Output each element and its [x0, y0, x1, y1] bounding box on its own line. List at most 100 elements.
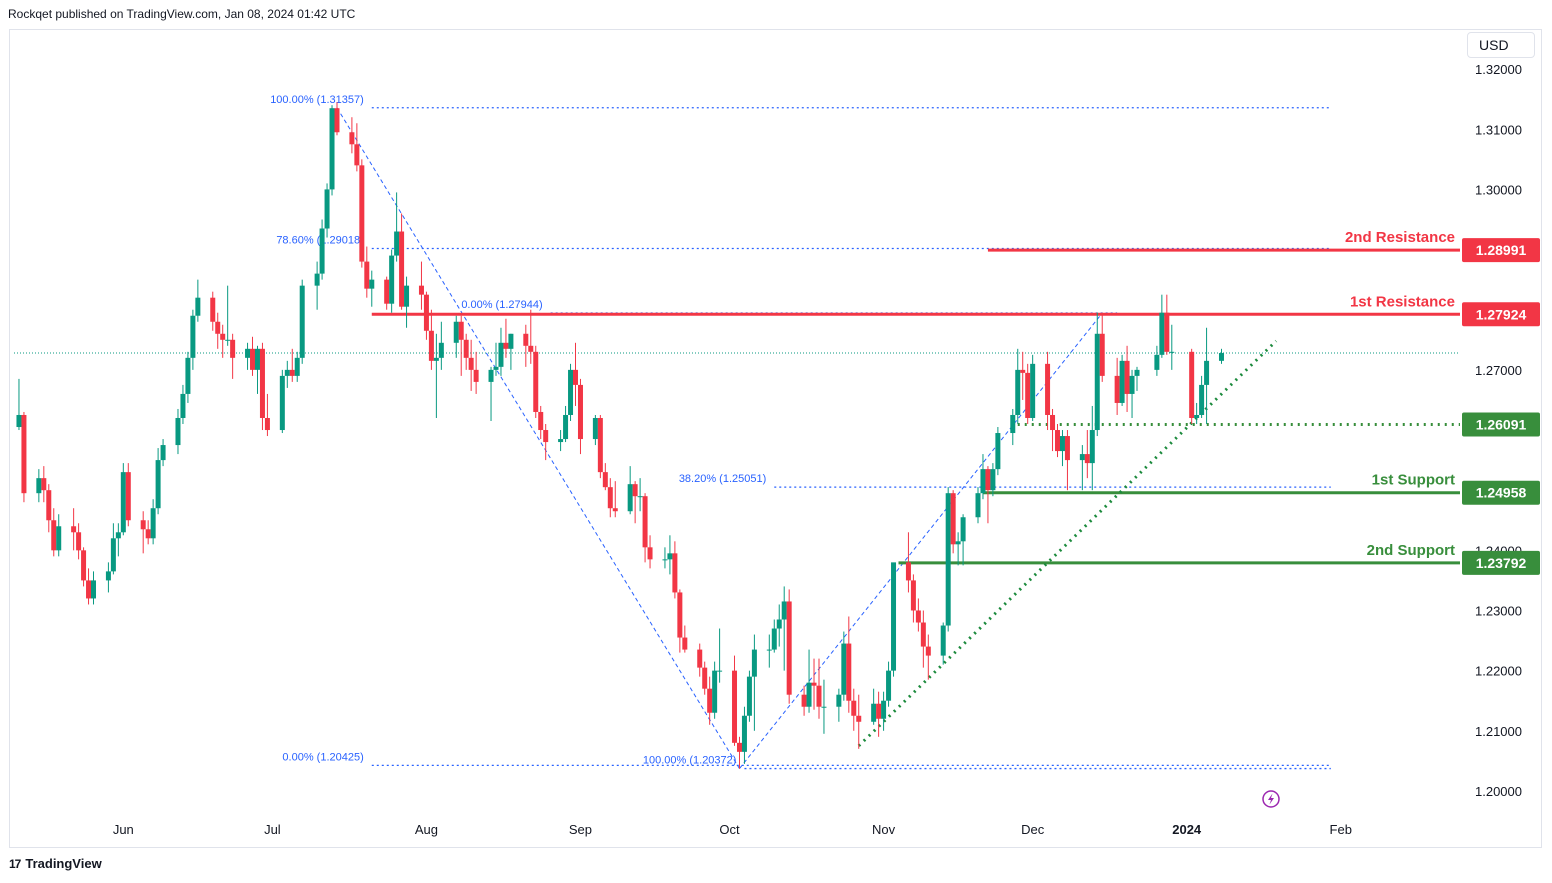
candle-body	[125, 472, 131, 521]
candle-body	[1194, 414, 1200, 418]
chart-pane[interactable]	[9, 29, 1542, 848]
y-tick-label: 1.22000	[1475, 664, 1522, 679]
y-tick-label: 1.32000	[1475, 62, 1522, 77]
candle-body	[105, 571, 111, 581]
price-tag-label: 1.28991	[1476, 242, 1527, 258]
candle-body	[558, 439, 564, 443]
candle-body	[493, 366, 499, 370]
candle-body	[925, 646, 931, 656]
y-tick-label: 1.23000	[1475, 603, 1522, 618]
candle-body	[51, 520, 57, 551]
axis-layer: 1.320001.310001.300001.270001.240001.230…	[113, 62, 1522, 837]
candle-body	[86, 580, 92, 599]
candle-body	[1169, 351, 1175, 353]
candle-body	[910, 580, 916, 611]
ascending-trendline	[857, 339, 1278, 747]
candle-body	[836, 694, 842, 707]
price-tag-label: 1.23792	[1476, 555, 1527, 571]
x-tick-label: Feb	[1330, 822, 1352, 837]
x-tick-label: Oct	[719, 822, 740, 837]
candle-body	[736, 742, 742, 752]
candle-body	[697, 649, 703, 668]
y-tick-label: 1.31000	[1475, 122, 1522, 137]
candle-body	[468, 357, 474, 370]
candle-body	[215, 321, 221, 334]
candle-body	[458, 321, 464, 340]
candle-body	[1089, 430, 1095, 464]
candle-body	[91, 580, 97, 599]
candle-body	[846, 643, 852, 701]
candle-body	[498, 342, 504, 367]
candle-body	[841, 643, 847, 695]
candle-body	[264, 417, 270, 431]
tradingview-footer[interactable]: 17 TradingView	[9, 856, 102, 871]
fib-trend-line	[336, 107, 740, 769]
publish-info: Rockqet published on TradingView.com, Ja…	[8, 7, 356, 21]
candle-body	[960, 517, 966, 542]
candle-body	[41, 478, 47, 491]
candle-body	[433, 357, 439, 361]
candle-body	[677, 592, 683, 638]
candle-body	[279, 375, 285, 431]
trendline-layer	[857, 339, 1278, 747]
candle-body	[195, 297, 201, 316]
candle-body	[46, 490, 52, 521]
candle-body	[329, 108, 335, 190]
candle-body	[717, 670, 723, 672]
candle-body	[732, 670, 738, 743]
candle-body	[980, 469, 986, 494]
candle-body	[418, 285, 424, 295]
candle-body	[190, 315, 196, 358]
candle-body	[876, 703, 882, 719]
candle-body	[110, 538, 116, 572]
level-label: 2nd Support	[1367, 542, 1455, 559]
candle-body	[180, 393, 186, 418]
flash-icon[interactable]	[1262, 790, 1280, 808]
candle-body	[533, 351, 539, 412]
level-label: 2nd Resistance	[1345, 229, 1455, 246]
candle-body	[1094, 333, 1100, 431]
level-label: 1st Resistance	[1350, 293, 1455, 310]
candle-body	[463, 339, 469, 358]
fib-layer: 100.00% (1.31357)78.60% (1.29018)0.00% (…	[270, 94, 1331, 770]
candle-body	[766, 649, 772, 651]
candle-body	[682, 637, 688, 650]
fib-level-label: 38.20% (1.25051)	[679, 473, 766, 485]
candle-body	[324, 189, 330, 229]
candle-body	[905, 562, 911, 581]
candle-body	[707, 688, 713, 713]
x-tick-label: Dec	[1021, 822, 1045, 837]
candle-body	[473, 369, 479, 382]
candle-body	[76, 532, 82, 551]
fib-level-label: 100.00% (1.20372)	[643, 755, 737, 767]
currency-selector[interactable]: USD	[1467, 32, 1535, 58]
candle-body	[523, 333, 529, 346]
candle-body	[1084, 454, 1090, 464]
candle-body	[299, 285, 305, 358]
candle-body	[120, 472, 126, 533]
candle-body	[607, 487, 613, 509]
candle-body	[985, 469, 991, 491]
candle-body	[602, 472, 608, 488]
candle-body	[488, 369, 494, 382]
price-tag	[1462, 550, 1540, 575]
candle-body	[394, 231, 400, 256]
candle-body	[230, 339, 236, 358]
x-tick-label: Aug	[415, 822, 438, 837]
x-tick-label: 2024	[1172, 822, 1202, 837]
candle-body	[1164, 312, 1170, 352]
candle-body	[637, 496, 643, 498]
price-tag	[1462, 412, 1540, 437]
candle-body	[1114, 375, 1120, 403]
candle-body	[871, 703, 877, 722]
candle-body	[563, 414, 569, 440]
candle-body	[597, 417, 603, 473]
candle-body	[781, 601, 787, 620]
candle-body	[404, 285, 410, 307]
candle-body	[702, 667, 708, 689]
candle-body	[712, 670, 718, 713]
candle-body	[1134, 369, 1140, 376]
candle-body	[254, 348, 260, 370]
candle-body	[751, 649, 757, 677]
